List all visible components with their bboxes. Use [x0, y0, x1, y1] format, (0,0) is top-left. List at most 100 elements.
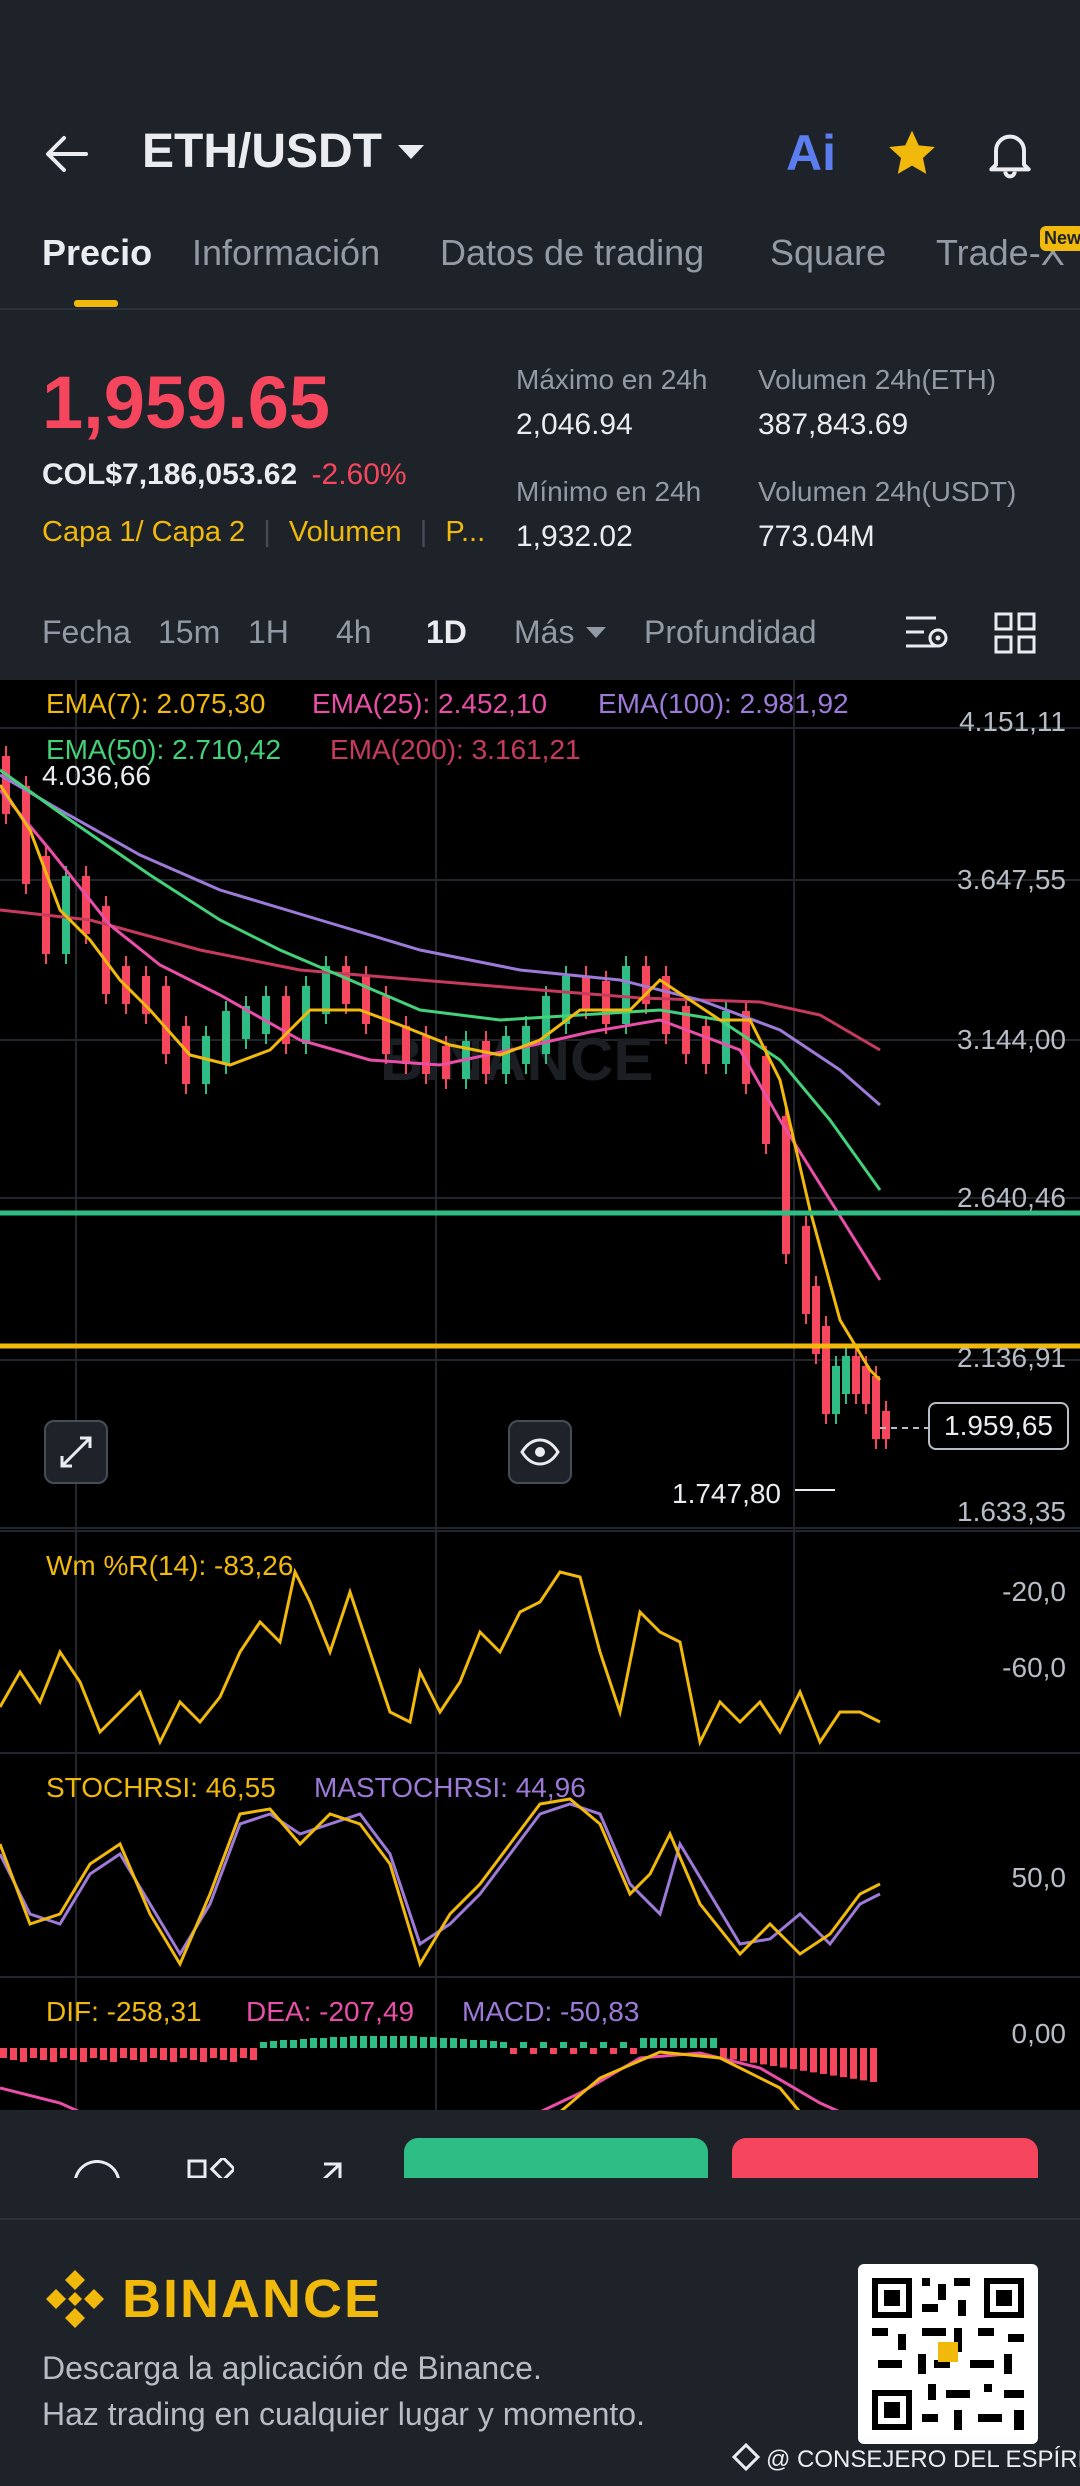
tf-mas-label: Más: [514, 614, 575, 650]
candlestick-chart[interactable]: BINANCE EMA(7): 2.075,30 EMA(25): 2.452,…: [0, 680, 1080, 1530]
ema-7-line: [0, 784, 882, 1382]
tag-volumen[interactable]: Volumen: [288, 516, 402, 548]
low-mark: 1.747,80: [672, 1478, 781, 1509]
new-badge: New: [1040, 226, 1080, 251]
last-price: 1,959.65: [42, 361, 331, 444]
back-arrow-icon[interactable]: [42, 128, 94, 180]
ema-25-line: [0, 789, 882, 1281]
macd-bar: [730, 2048, 737, 2060]
macd-bar: [330, 2037, 337, 2048]
indicator-settings-icon[interactable]: [904, 610, 950, 659]
candle-body: [702, 1026, 710, 1064]
tab-precio[interactable]: Precio: [42, 232, 153, 273]
macd-bar: [420, 2037, 427, 2048]
tf-mas[interactable]: Más: [514, 614, 607, 651]
candle-body: [852, 1356, 860, 1394]
stochrsi-legend: STOCHRSI: 46,55: [46, 1772, 276, 1803]
macd-bar: [20, 2048, 27, 2062]
tab-active-indicator: [74, 300, 118, 307]
ai-label: Ai: [786, 125, 836, 181]
layout-grid-icon[interactable]: [994, 612, 1036, 659]
macd-bar: [610, 2048, 617, 2054]
candle-body: [362, 976, 370, 1024]
tag-row: Capa 1/ Capa 2 | Volumen | P...: [42, 516, 486, 548]
footer-line-1: Descarga la aplicación de Binance.: [42, 2350, 542, 2386]
fullscreen-expand-icon[interactable]: [44, 1420, 108, 1484]
macd-bar: [90, 2048, 97, 2058]
pair-title: ETH/USDT: [142, 125, 382, 178]
footer-credit: @ CONSEJERO DEL ESPÍRI...: [731, 2442, 1080, 2474]
vol-eth-value: 387,843.69: [758, 408, 909, 441]
ema200-legend: EMA(200): 3.161,21: [330, 734, 581, 765]
macd-bar: [10, 2048, 17, 2060]
mastochrsi-line: [0, 1802, 881, 1957]
candle-body: [742, 1011, 750, 1084]
tab-square[interactable]: Square: [770, 232, 887, 273]
candle-body: [402, 1026, 410, 1064]
qr-code: [858, 2264, 1038, 2444]
mastochrsi-legend: MASTOCHRSI: 44,96: [314, 1772, 586, 1803]
candle-body: [242, 1006, 250, 1039]
macd-bar: [70, 2048, 77, 2060]
macd-bar: [750, 2048, 757, 2063]
macd-bar: [350, 2036, 357, 2048]
stoch-axis: 50,0: [1011, 1862, 1067, 1893]
candle-body: [762, 1056, 770, 1144]
macd-bar: [550, 2048, 557, 2054]
candle-body: [2, 756, 10, 814]
macd-bar: [320, 2038, 327, 2048]
macd-bar: [510, 2048, 517, 2054]
macd-bar: [310, 2038, 317, 2048]
eye-icon[interactable]: [508, 1420, 572, 1484]
high-mark: 4.036,66: [42, 760, 151, 791]
low-24h-label: Mínimo en 24h: [516, 476, 702, 507]
tf-4h[interactable]: 4h: [336, 614, 372, 650]
stochrsi-line: [0, 1797, 881, 1968]
wr-axis-1: -60,0: [1002, 1652, 1066, 1683]
pair-selector[interactable]: ETH/USDT: [142, 124, 424, 179]
tabs-divider: [0, 308, 1080, 310]
candle-body: [862, 1366, 870, 1404]
macd-bar: [190, 2048, 197, 2060]
dea-legend: DEA: -207,49: [246, 1996, 415, 2027]
macd-bar: [760, 2048, 767, 2065]
macd-bar: [470, 2040, 477, 2048]
tf-15m[interactable]: 15m: [158, 614, 221, 650]
macd-bar: [600, 2042, 607, 2048]
candle-body: [82, 876, 90, 934]
tag-more[interactable]: P...: [445, 516, 486, 548]
footer-line-2: Haz trading en cualquier lugar y momento…: [42, 2396, 645, 2432]
candle-body: [482, 1041, 490, 1074]
macd-bar: [50, 2048, 57, 2062]
candle-body: [622, 966, 630, 1024]
star-icon[interactable]: [884, 126, 940, 187]
tf-profundidad[interactable]: Profundidad: [644, 614, 817, 650]
tag-capa[interactable]: Capa 1/ Capa 2: [42, 516, 246, 548]
candle-body: [562, 976, 570, 1024]
macd-bar: [290, 2040, 297, 2048]
tf-1d[interactable]: 1D: [426, 614, 467, 650]
tab-informacion[interactable]: Información: [192, 232, 381, 273]
macd-bar: [870, 2048, 877, 2082]
candle-body: [782, 1116, 790, 1254]
bell-icon[interactable]: [982, 124, 1038, 187]
macd-bar: [30, 2048, 37, 2058]
williams-r-legend: Wm %R(14): -83,26: [46, 1550, 294, 1581]
macd-bar: [260, 2042, 267, 2048]
macd-bar: [220, 2048, 227, 2060]
tf-fecha[interactable]: Fecha: [42, 614, 131, 650]
tab-datos-de-trading[interactable]: Datos de trading: [440, 232, 705, 273]
fiat-price: COL$7,186,053.62: [42, 458, 298, 491]
macd-bar: [840, 2048, 847, 2078]
macd-bar: [620, 2042, 627, 2048]
macd-bar: [670, 2038, 677, 2048]
ai-button[interactable]: Ai: [786, 124, 836, 182]
tf-1h[interactable]: 1H: [248, 614, 289, 650]
caret-down-icon: [586, 627, 607, 638]
macd-bar: [860, 2048, 867, 2081]
macd-bar: [170, 2048, 177, 2062]
candle-body: [842, 1356, 850, 1394]
macd-bar: [780, 2048, 787, 2068]
macd-bar: [680, 2038, 687, 2048]
macd-bar: [710, 2038, 717, 2048]
